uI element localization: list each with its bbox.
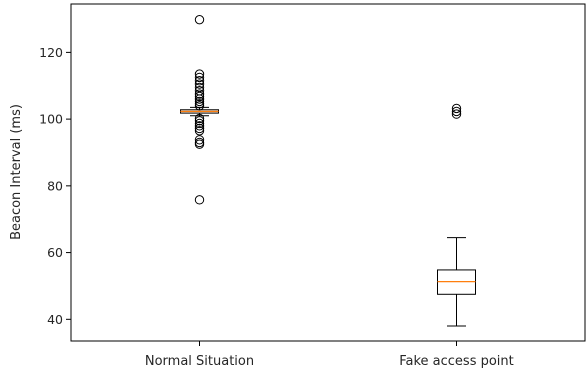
y-tick-label: 60 [47,245,63,260]
outlier-point [194,72,205,83]
y-tick-label: 40 [47,312,63,327]
outlier-point [194,89,205,99]
x-tick-label: Fake access point [399,354,514,369]
box-2 [437,103,476,327]
outlier-point [194,14,205,25]
outlier-point [194,69,205,79]
outlier-point [194,118,205,129]
outlier-point [194,94,205,104]
outlier-point [451,103,462,114]
outlier-point [451,109,462,119]
outlier-point [194,121,205,131]
outlier-point [194,123,205,134]
x-tick-label: Normal Situation [145,354,254,369]
outlier-point [194,82,205,93]
outlier-point [451,106,462,117]
outlier-point [194,195,205,205]
outlier-point [194,91,205,102]
plot-frame [70,3,586,342]
outlier-point [194,76,205,86]
y-axis-ticks: 40 60 80 100 120 [39,45,71,327]
outlier-point [194,139,205,149]
boxes [180,14,476,327]
y-tick-label: 80 [47,178,63,193]
outlier-point [194,116,205,126]
outlier-point [194,101,205,111]
outlier-point [194,135,205,145]
outlier-point [194,113,205,124]
outlier-point [194,126,205,136]
y-tick-label: 100 [39,112,63,127]
y-tick-label: 120 [39,45,63,60]
outlier-point [194,96,205,107]
box-1 [180,14,219,205]
y-axis-label: Beacon Interval (ms) [9,104,24,240]
x-axis-ticks: Normal Situation Fake access point [145,341,514,369]
outlier-point [194,79,205,89]
